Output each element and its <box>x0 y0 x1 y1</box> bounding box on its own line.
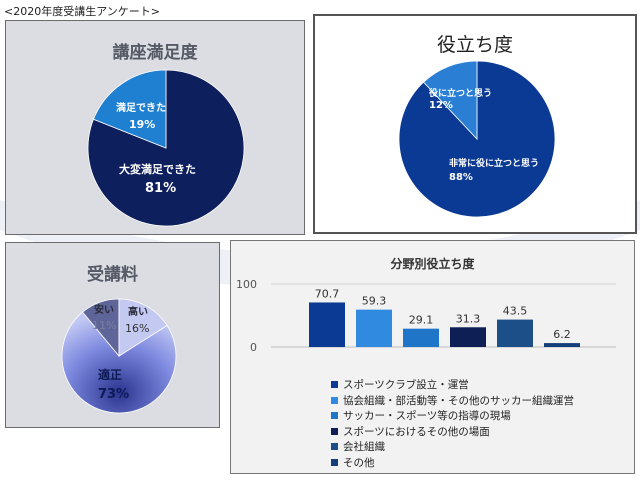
bar <box>403 328 439 347</box>
field-usefulness-title: 分野別役立ち度 <box>390 257 475 271</box>
usefulness-title: 役立ち度 <box>436 34 513 56</box>
bar <box>450 327 486 347</box>
slice-pct-expensive: 16% <box>125 322 149 335</box>
slice-label-cheap: 安い <box>94 303 114 316</box>
legend-label: サッカー・スポーツ等の指導の現場 <box>343 410 511 423</box>
pie-slice-expensive <box>118 298 168 357</box>
pie-slice-satisfied <box>92 69 167 149</box>
legend-item: スポーツクラブ設立・運営 <box>331 377 574 393</box>
bar-value-label: 43.5 <box>503 305 528 318</box>
fee-pie: 安い 11% 高い 16% 適正 73% <box>61 298 177 414</box>
slice-pct-appropriate: 73% <box>98 387 129 402</box>
legend-swatch <box>331 458 338 466</box>
bar-value-label: 59.3 <box>362 295 387 308</box>
legend-label: 会社組織 <box>343 441 385 454</box>
bar <box>356 309 392 347</box>
legend-swatch <box>331 381 338 389</box>
legend-item: 会社組織 <box>331 439 574 455</box>
fee-title: 受講料 <box>87 265 138 285</box>
y-tick-100: 100 <box>236 278 257 291</box>
legend-label: 協会組織・部活動等・その他のサッカー組織運営 <box>343 394 574 407</box>
legend-item: 協会組織・部活動等・その他のサッカー組織運営 <box>331 393 574 409</box>
usefulness-pie: 役に立つと思う 12% 非常に役に立つと思う 88% <box>398 60 556 218</box>
page-title: <2020年度受講生アンケート> <box>4 5 160 18</box>
slice-label-expensive: 高い <box>128 305 148 318</box>
bar-value-label: 6.2 <box>553 328 571 341</box>
bar <box>309 302 345 347</box>
legend-swatch <box>331 443 338 451</box>
field-usefulness-panel: 分野別役立ち度 100 0 70.7 59.3 29.1 31.3 43.5 6.2 スポ… <box>230 240 635 474</box>
satisfaction-pie: 満足できた 19% 大変満足できた 81% <box>87 69 245 227</box>
slice-label-very-useful: 非常に役に立つと思う <box>449 157 539 169</box>
field-usefulness-bar-chart: 100 0 70.7 59.3 29.1 31.3 43.5 6.2 <box>236 278 616 354</box>
legend-swatch <box>331 412 338 420</box>
pie-slice-very-satisfied <box>87 69 245 227</box>
slice-pct-cheap: 11% <box>92 319 116 332</box>
legend-label: その他 <box>343 456 375 469</box>
slice-label-appropriate: 適正 <box>98 367 122 382</box>
bar-value-label: 29.1 <box>409 314 434 327</box>
legend-item: その他 <box>331 455 574 471</box>
slice-pct-very-useful: 88% <box>449 172 473 183</box>
legend-item: スポーツにおけるその他の場面 <box>331 424 574 440</box>
satisfaction-title: 講座満足度 <box>112 43 198 63</box>
legend-swatch <box>331 427 338 435</box>
legend-swatch <box>331 396 338 404</box>
legend-label: スポーツにおけるその他の場面 <box>343 425 490 438</box>
y-tick-0: 0 <box>250 341 257 354</box>
legend-label: スポーツクラブ設立・運営 <box>343 379 469 392</box>
slice-label-very-satisfied: 大変満足できた <box>119 162 196 176</box>
slice-pct-useful: 12% <box>429 100 453 111</box>
bar-value-label: 31.3 <box>456 312 481 325</box>
legend: スポーツクラブ設立・運営 協会組織・部活動等・その他のサッカー組織運営 サッカー… <box>331 377 574 470</box>
bar <box>544 343 580 347</box>
usefulness-panel: 役立ち度 役に立つと思う 12% 非常に役に立つと思う 88% <box>313 14 637 234</box>
legend-item: サッカー・スポーツ等の指導の現場 <box>331 408 574 424</box>
slice-pct-very-satisfied: 81% <box>145 181 176 196</box>
bar-value-label: 70.7 <box>315 287 340 300</box>
slice-label-satisfied: 満足できた <box>116 101 166 114</box>
bar <box>497 319 533 347</box>
fee-panel: 受講料 安い 11% 高い 16% 適正 73% <box>5 242 220 428</box>
slice-label-useful: 役に立つと思う <box>428 87 492 99</box>
pie-slice-appropriate <box>61 311 177 414</box>
pie-slice-useful <box>423 60 478 141</box>
slice-pct-satisfied: 19% <box>129 118 155 131</box>
satisfaction-panel: 講座満足度 満足できた 19% 大変満足できた 81% <box>5 20 305 235</box>
